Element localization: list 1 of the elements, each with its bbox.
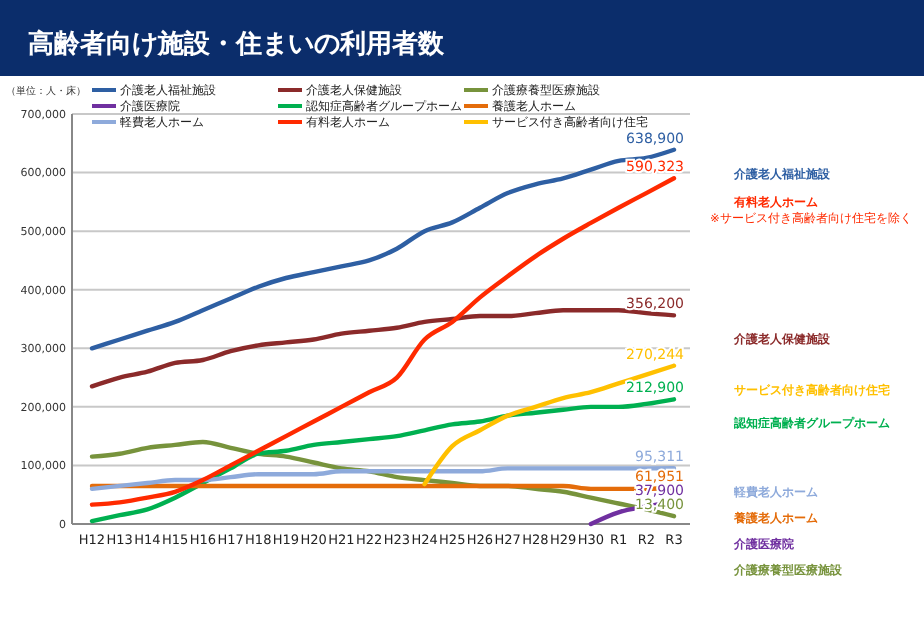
chart-title: 高齢者向け施設・住まいの利用者数 <box>28 28 446 60</box>
